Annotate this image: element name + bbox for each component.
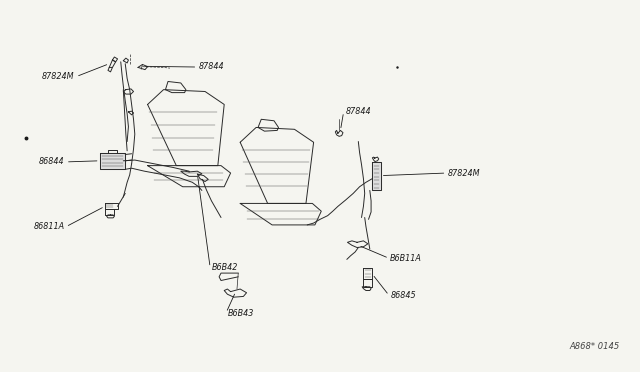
Polygon shape <box>100 153 125 169</box>
Polygon shape <box>372 162 381 190</box>
Text: 87824M: 87824M <box>448 169 480 177</box>
Text: 87844: 87844 <box>198 62 224 71</box>
Text: B6B43: B6B43 <box>227 310 254 318</box>
Text: B6B11A: B6B11A <box>390 254 422 263</box>
Text: 86811A: 86811A <box>33 222 65 231</box>
Text: 87824M: 87824M <box>42 72 74 81</box>
Text: B6B42: B6B42 <box>211 263 238 272</box>
Text: A868* 0145: A868* 0145 <box>570 342 620 351</box>
Text: 86844: 86844 <box>39 157 65 166</box>
Text: 86845: 86845 <box>390 291 416 300</box>
Text: 87844: 87844 <box>346 108 371 116</box>
